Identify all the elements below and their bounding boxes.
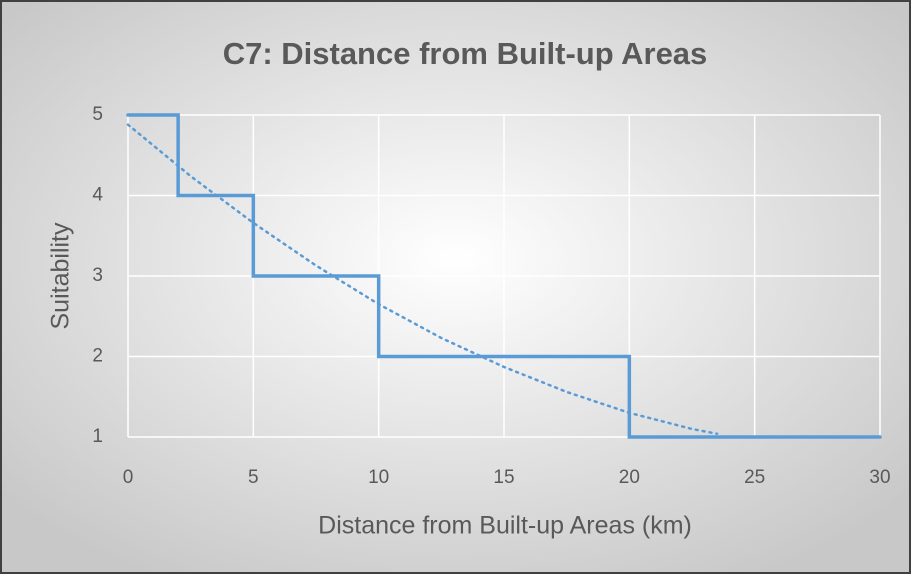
y-tick-label: 1 <box>92 426 103 447</box>
x-tick-label: 10 <box>368 467 389 488</box>
x-tick-label: 25 <box>744 467 765 488</box>
series-line <box>126 113 882 439</box>
x-tick-label: 5 <box>248 467 259 488</box>
y-tick-label: 2 <box>92 346 103 367</box>
x-tick-label: 20 <box>619 467 640 488</box>
y-axis-label: Suitability <box>47 222 75 329</box>
y-tick-label: 3 <box>92 265 103 286</box>
x-tick-label: 30 <box>869 467 890 488</box>
trend-line <box>126 123 719 436</box>
y-tick-label: 5 <box>92 104 103 125</box>
x-axis-label: Distance from Built-up Areas (km) <box>318 512 692 540</box>
chart-title: C7: Distance from Built-up Areas <box>223 36 708 71</box>
x-tick-label: 15 <box>493 467 514 488</box>
plot-area: 0 5 10 15 20 25 30 1 2 3 4 5 <box>92 104 890 488</box>
y-tick-label: 4 <box>92 185 103 206</box>
x-tick-label: 0 <box>123 467 134 488</box>
